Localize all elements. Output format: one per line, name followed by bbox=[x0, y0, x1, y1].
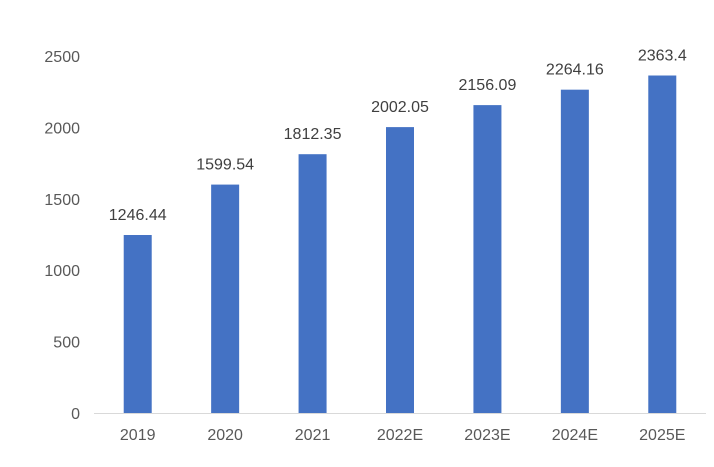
bar-2023e bbox=[473, 105, 502, 413]
x-tick-label: 2024E bbox=[552, 427, 598, 444]
data-label: 2363.4 bbox=[638, 48, 687, 65]
bar-2020 bbox=[211, 184, 240, 413]
y-tick-label: 2000 bbox=[44, 120, 80, 137]
x-tick-label: 2023E bbox=[464, 427, 510, 444]
x-tick-label: 2025E bbox=[639, 427, 685, 444]
x-tick-label: 2022E bbox=[377, 427, 423, 444]
y-tick-label: 0 bbox=[71, 406, 80, 423]
y-tick-label: 500 bbox=[53, 335, 80, 352]
x-tick-label: 2020 bbox=[207, 427, 243, 444]
y-tick-label: 1500 bbox=[44, 192, 80, 209]
x-tick-label: 2019 bbox=[120, 427, 156, 444]
x-tick-label: 2021 bbox=[295, 427, 331, 444]
bar-2019 bbox=[123, 235, 152, 413]
data-label: 1599.54 bbox=[196, 157, 254, 174]
bar-2025e bbox=[648, 75, 677, 414]
bar-2024e bbox=[560, 89, 589, 414]
data-label: 2002.05 bbox=[371, 99, 429, 116]
y-tick-label: 1000 bbox=[44, 263, 80, 280]
data-label: 2264.16 bbox=[546, 62, 604, 79]
data-label: 1246.44 bbox=[109, 207, 167, 224]
data-label: 1812.35 bbox=[284, 126, 342, 143]
y-tick-label: 2500 bbox=[44, 49, 80, 66]
data-label: 2156.09 bbox=[459, 77, 517, 94]
bar-2022e bbox=[386, 127, 414, 413]
bar-2021 bbox=[298, 154, 327, 414]
